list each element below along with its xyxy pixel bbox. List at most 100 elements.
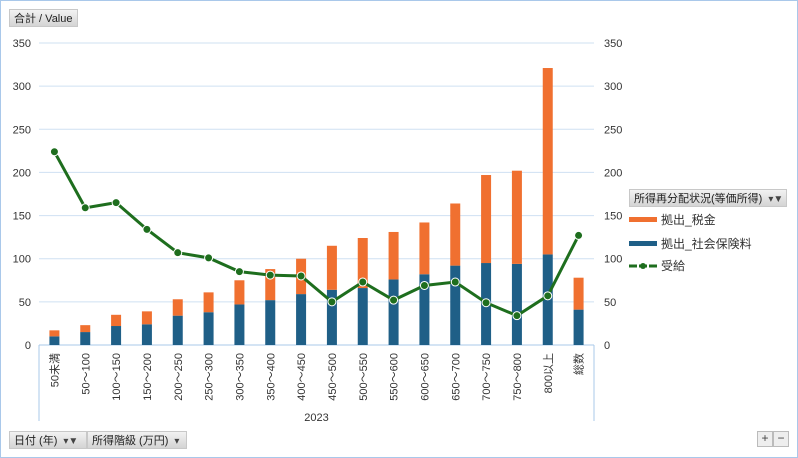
bar-social-insurance [172,315,183,345]
bar-tax [357,238,368,289]
y-tick-right: 300 [604,81,622,93]
y-tick-left: 50 [19,297,31,309]
y-tick-left: 350 [13,38,31,50]
bar-social-insurance [80,332,91,345]
y-tick-left: 100 [13,254,31,266]
legend-item-benefit[interactable]: 受給 [629,257,685,274]
line-point-benefit [512,311,522,321]
x-tick-label: 300～350 [234,353,246,401]
line-point-benefit [450,277,460,287]
bar-tax [419,222,430,275]
legend-swatch [629,217,657,222]
line-point-benefit [327,297,337,307]
x-tick-label: 500～550 [358,353,370,401]
dropdown-icon: ▾ [174,436,180,447]
legend-swatch [629,241,657,246]
line-point-benefit [111,198,121,208]
line-point-benefit [80,203,90,213]
legend-label: 拠出_税金 [661,213,716,227]
bar-tax [511,170,522,264]
line-point-benefit [358,277,368,287]
line-point-benefit [265,270,275,280]
x-tick-label: 650～700 [450,353,462,401]
bar-tax [326,245,337,290]
x-tick-label: 700～750 [481,353,493,401]
bar-tax [141,311,152,325]
y-tick-right: 0 [604,340,610,352]
bar-tax [49,330,60,337]
bar-tax [450,203,461,266]
x-tick-label: 800以上 [542,353,555,393]
x-tick-label: 200～250 [173,353,185,401]
bar-social-insurance [573,309,584,345]
line-point-benefit [49,147,59,157]
legend-label: 拠出_社会保険料 [661,237,752,251]
date-filter-button[interactable]: 日付 (年) ▾▼ [9,431,87,449]
y-tick-left: 0 [25,340,31,352]
bar-social-insurance [203,312,214,345]
y-tick-left: 300 [13,81,31,93]
legend-title: 所得再分配状況(等価所得) [634,193,763,205]
y-tick-right: 200 [604,167,622,179]
line-point-benefit [481,298,491,308]
bar-tax [388,231,399,280]
y-tick-right: 250 [604,124,622,136]
x-tick-label: 350～400 [265,353,277,401]
legend-filter-button[interactable]: 所得再分配状況(等価所得) ▾▼ [629,189,787,207]
y-tick-left: 150 [13,211,31,223]
y-tick-right: 350 [604,38,622,50]
x-tick-label: 250～300 [204,353,216,401]
line-point-benefit [543,291,553,301]
x-tick-label: 450～500 [327,353,339,401]
line-point-benefit [389,295,399,305]
bar-social-insurance [357,288,368,345]
x-tick-label: 150～200 [142,353,154,401]
collapse-button[interactable]: − [773,431,789,447]
value-field-button[interactable]: 合計 / Value [9,9,78,27]
bar-tax [80,325,91,333]
y-tick-right: 100 [604,254,622,266]
x-tick-label: 600～650 [419,353,431,401]
bar-social-insurance [388,279,399,345]
x-tick-label: 総数 [572,353,586,375]
bar-tax [203,292,214,313]
y-tick-right: 150 [604,211,622,223]
x-tick-label: 50未満 [48,353,61,387]
bar-social-insurance [450,265,461,345]
line-point-benefit [204,253,214,263]
x-tick-label: 400～450 [296,353,308,401]
date-filter-label: 日付 (年) [14,435,58,447]
bar-social-insurance [234,304,245,345]
bar-social-insurance [265,300,276,345]
y-tick-right: 50 [604,297,616,309]
bar-tax [234,280,245,305]
bracket-field-label: 所得階級 (万円) [92,435,169,447]
x-tick-label: 550～600 [389,353,401,401]
legend-label: 受給 [661,259,686,273]
line-point-benefit [234,267,244,277]
x-group-label: 2023 [304,412,328,424]
line-benefit [53,150,580,318]
legend-item-social[interactable]: 拠出_社会保険料 [629,235,752,252]
line-point-benefit [296,271,306,281]
bar-social-insurance [49,336,60,345]
y-tick-left: 250 [13,124,31,136]
expand-button[interactable]: + [757,431,773,447]
bracket-field-button[interactable]: 所得階級 (万円) ▾ [87,431,187,449]
legend-line-marker [629,262,657,269]
bar-social-insurance [111,326,122,345]
bar-tax [172,299,183,316]
line-point-benefit [173,248,183,258]
filter-icon: ▾▼ [63,436,79,447]
bar-social-insurance [419,274,430,345]
legend: 所得再分配状況(等価所得) ▾▼ 拠出_税金 拠出_社会保険料 受給 [629,189,789,289]
bar-social-insurance [326,289,337,345]
x-tick-label: 100～150 [111,353,123,401]
legend-item-tax[interactable]: 拠出_税金 [629,211,716,228]
line-point-benefit [419,280,429,290]
bar-social-insurance [511,263,522,345]
bar-social-insurance [141,324,152,345]
bar-tax [481,175,492,264]
